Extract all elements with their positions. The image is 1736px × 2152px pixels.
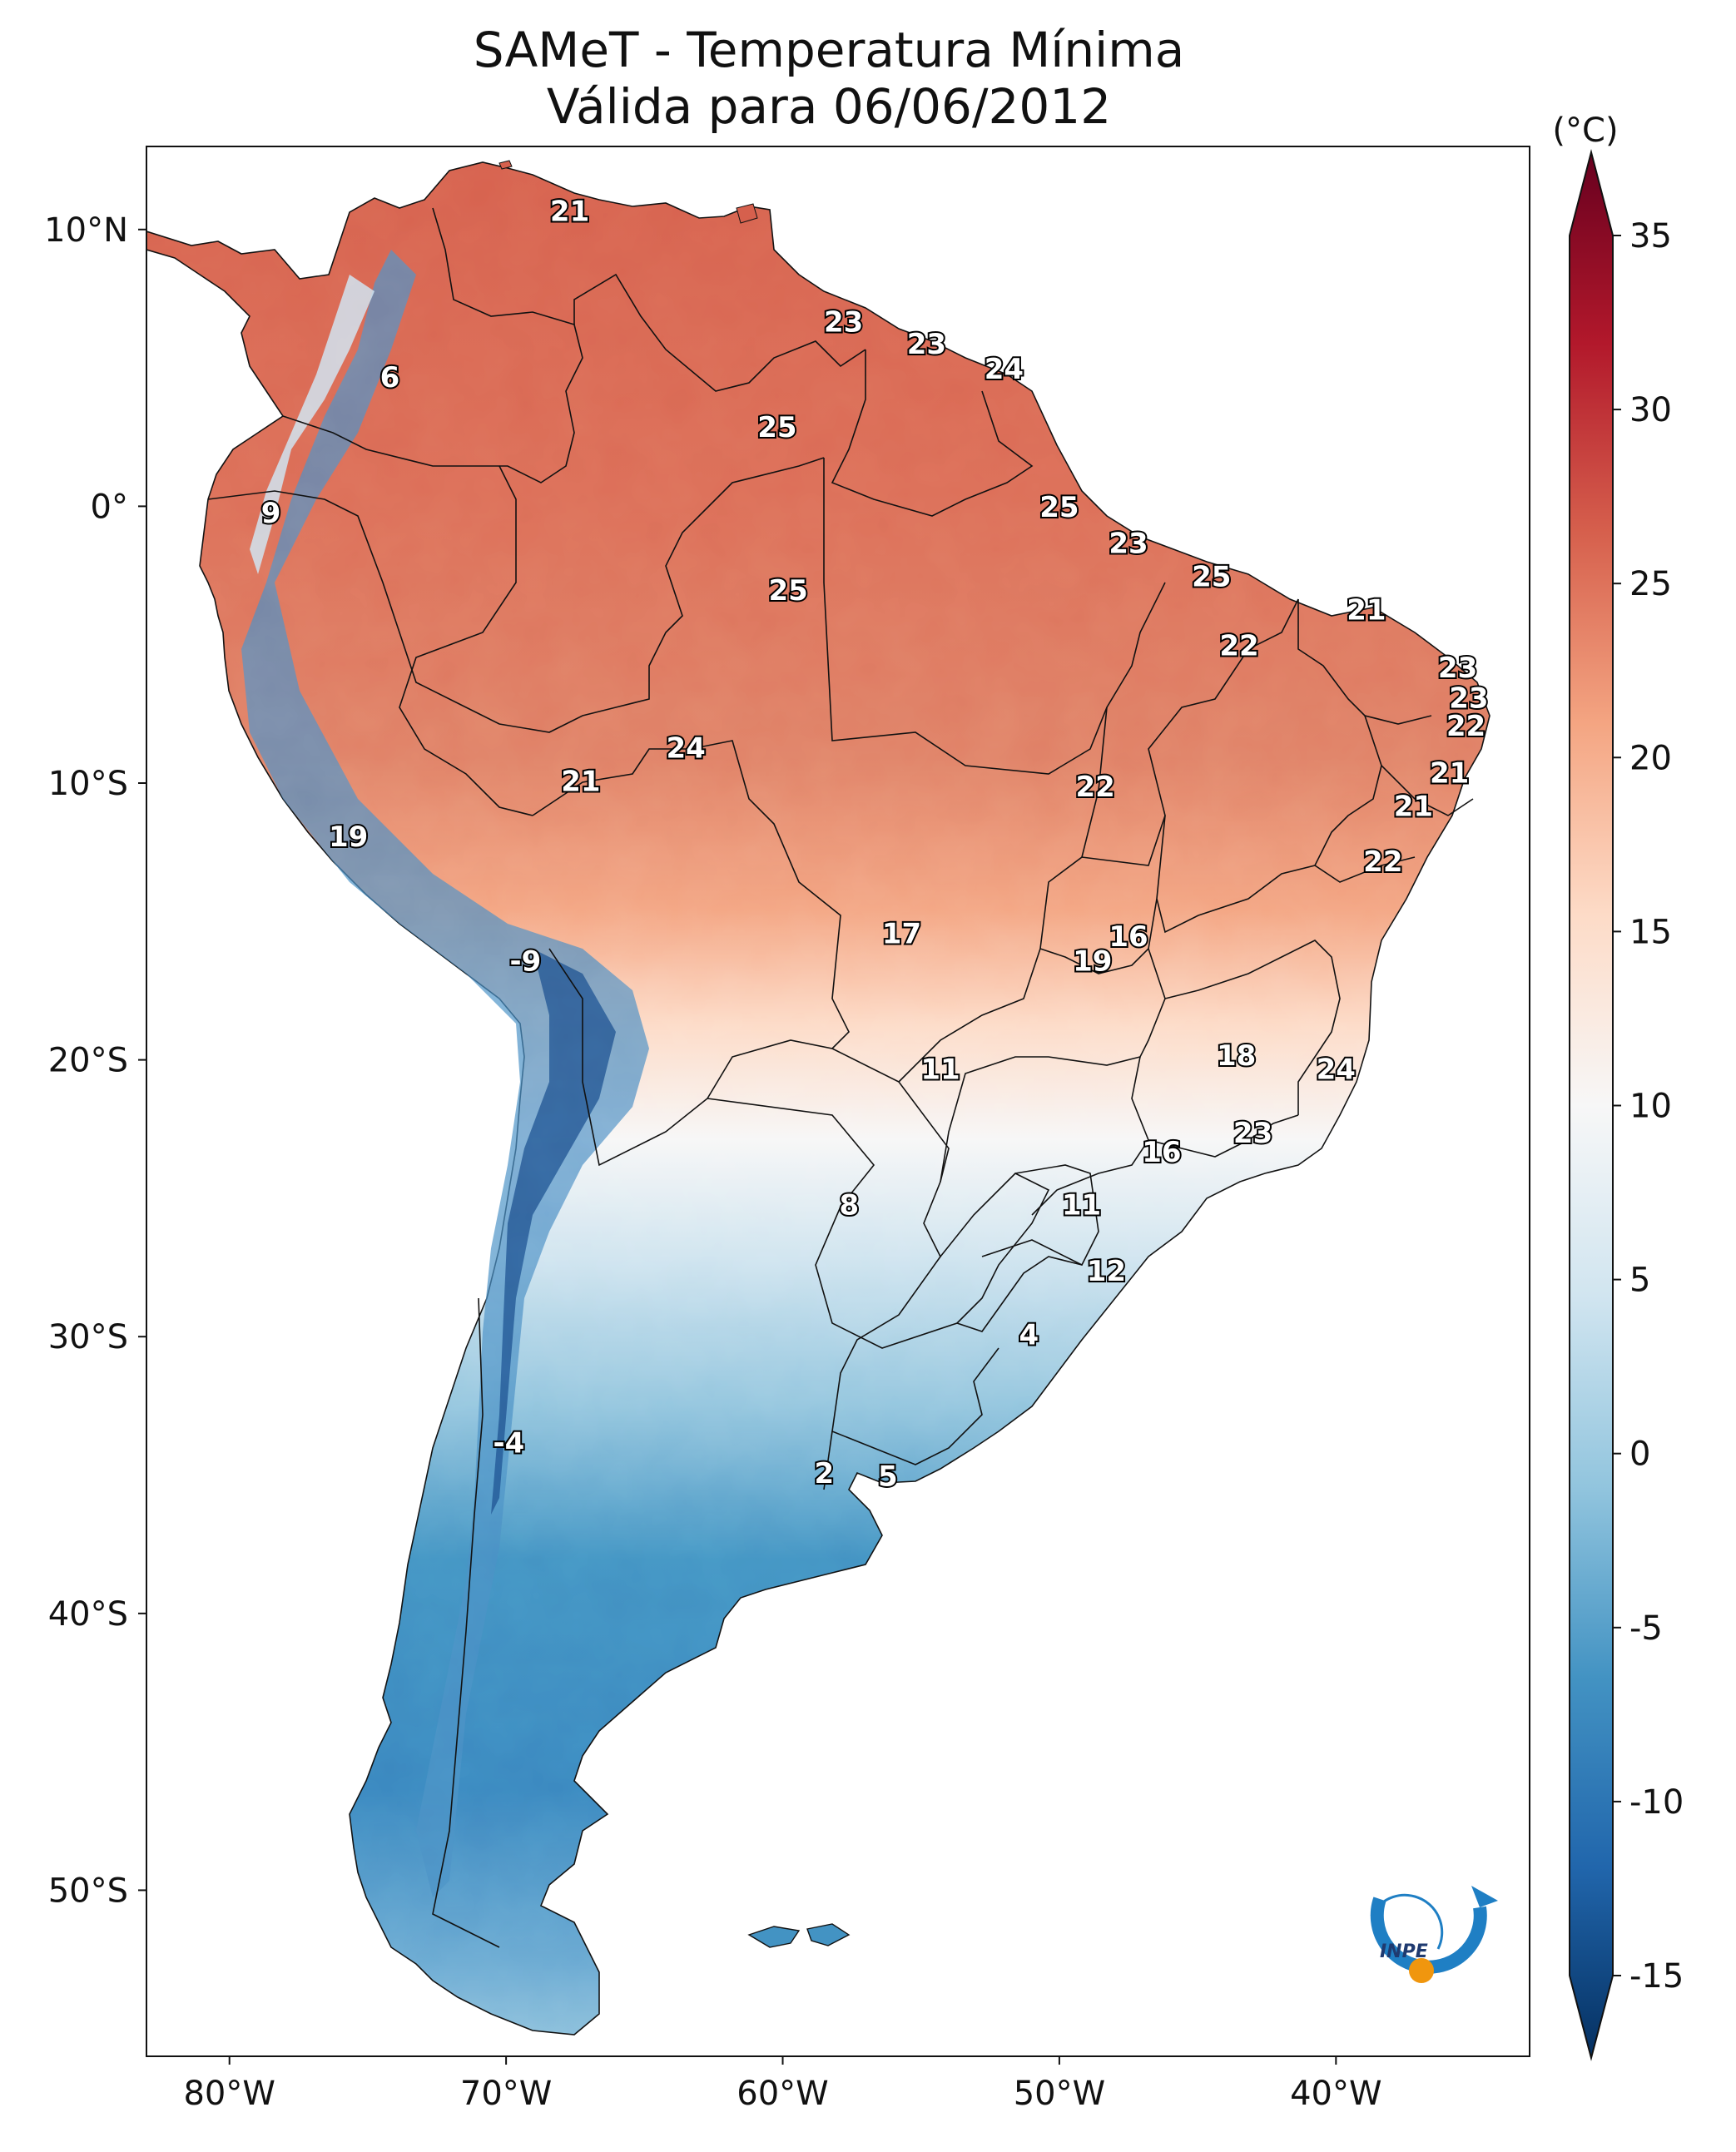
lat-tick-label: 30°S <box>48 1318 128 1356</box>
falkland-islands <box>747 1923 851 1948</box>
map-title-line2: Válida para 06/06/2012 <box>547 78 1111 135</box>
lon-tick-label: 80°W <box>183 2075 275 2113</box>
lon-tick-label: 70°W <box>460 2075 552 2113</box>
colorbar: (°C) 35 30 25 20 15 10 5 0 -5 -10 -15 <box>1552 112 1684 2061</box>
lon-tick-label: 60°W <box>737 2075 828 2113</box>
lat-tick-label: 50°S <box>48 1872 128 1910</box>
colorbar-tick-label: 25 <box>1629 565 1672 603</box>
colorbar-tick-label: 5 <box>1629 1262 1650 1300</box>
logo-sun-dot <box>1409 1958 1434 1983</box>
map-area <box>146 146 1530 2057</box>
temperature-label: 11 <box>920 1053 960 1086</box>
inpe-logo: INPE <box>1370 1886 1498 1983</box>
temperature-label: 23 <box>1233 1117 1272 1150</box>
colorbar-tick-label: 15 <box>1629 913 1672 951</box>
temperature-label: -9 <box>509 945 541 979</box>
colorbar-scale <box>1569 149 1614 2061</box>
temperature-label: 25 <box>769 574 808 607</box>
temperature-label: 23 <box>1109 527 1148 560</box>
latitude-axis: 10°N 0° 10°S 20°S 30°S 40°S 50°S <box>44 211 146 1910</box>
temperature-label: 22 <box>1219 630 1258 663</box>
temperature-label: 5 <box>878 1460 898 1493</box>
temperature-label: 4 <box>1019 1319 1039 1352</box>
colorbar-unit: (°C) <box>1552 112 1618 150</box>
lat-tick-label: 10°S <box>48 765 128 803</box>
temperature-label: 23 <box>1438 652 1477 685</box>
temperature-label: 16 <box>1142 1136 1181 1169</box>
colorbar-tick-label: 10 <box>1629 1088 1672 1126</box>
colorbar-tick-label: 0 <box>1629 1435 1650 1474</box>
caribbean-islands <box>498 160 758 224</box>
temperature-label: 25 <box>1039 491 1079 524</box>
temperature-label: 21 <box>550 195 589 228</box>
colorbar-tick-label: -5 <box>1629 1609 1663 1648</box>
temperature-label: 18 <box>1217 1039 1256 1073</box>
map-title-line1: SAMeT - Temperatura Mínima <box>474 22 1185 78</box>
temperature-label: 22 <box>1363 845 1402 879</box>
logo-text: INPE <box>1380 1941 1428 1962</box>
colorbar-tick-label: -10 <box>1629 1783 1684 1822</box>
colorbar-ticks: 35 30 25 20 15 10 5 0 -5 -10 -15 <box>1613 217 1684 1996</box>
temperature-label: 19 <box>329 821 368 854</box>
colorbar-tick-label: 20 <box>1629 739 1672 777</box>
colorbar-tick-label: 30 <box>1629 391 1672 429</box>
temperature-label: 25 <box>1192 560 1231 593</box>
lat-tick-label: 20°S <box>48 1042 128 1080</box>
temperature-label: 24 <box>667 732 706 766</box>
lon-tick-label: 40°W <box>1290 2075 1381 2113</box>
temperature-label: 22 <box>1075 771 1114 804</box>
temperature-label: 2 <box>815 1457 835 1490</box>
temperature-label: 24 <box>985 353 1024 386</box>
temperature-label: 22 <box>1446 710 1486 743</box>
temperature-label: 23 <box>907 328 946 361</box>
temperature-label: 9 <box>261 497 281 530</box>
temperature-label: 19 <box>1073 945 1112 979</box>
temperature-label: 21 <box>1430 757 1469 791</box>
temperature-label: 23 <box>824 305 863 339</box>
temperature-label: 24 <box>1317 1053 1356 1086</box>
colorbar-tick-label: -15 <box>1629 1957 1684 1996</box>
lon-tick-label: 50°W <box>1014 2075 1105 2113</box>
country-borders <box>207 207 1474 1948</box>
lat-tick-label: 40°S <box>48 1595 128 1634</box>
temperature-label: 23 <box>1449 682 1488 716</box>
lat-tick-label: 10°N <box>44 211 128 250</box>
longitude-axis: 80°W 70°W 60°W 50°W 40°W <box>183 2056 1382 2113</box>
temperature-label: 17 <box>882 917 921 950</box>
temperature-label: 25 <box>757 411 796 444</box>
temperature-label: 8 <box>839 1188 859 1222</box>
temperature-label: 6 <box>380 361 400 394</box>
colorbar-tick-label: 35 <box>1629 217 1672 255</box>
temperature-label: 21 <box>1394 790 1433 823</box>
temperature-label: -4 <box>494 1426 525 1460</box>
lat-tick-label: 0° <box>91 488 128 526</box>
temperature-label: 11 <box>1062 1188 1101 1222</box>
temperature-label: 21 <box>1347 593 1386 627</box>
temperature-label: 16 <box>1109 920 1148 954</box>
temperature-label: 12 <box>1087 1255 1126 1288</box>
temperature-label: 21 <box>561 766 600 799</box>
